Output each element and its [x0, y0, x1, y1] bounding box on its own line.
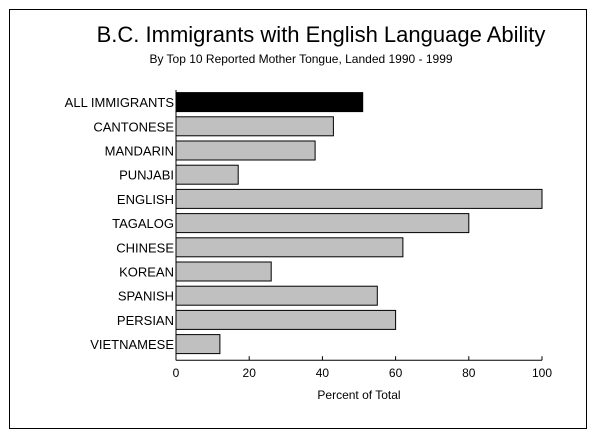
category-labels: ALL IMMIGRANTS CANTONESE MANDARIN PUNJABI EN… — [65, 95, 175, 352]
bar-punjabi — [176, 165, 238, 184]
bar-chinese — [176, 238, 403, 257]
x-axis-label: Percent of Total — [317, 388, 400, 402]
x-tick-label-80: 80 — [462, 366, 476, 380]
bars-group — [176, 93, 542, 354]
bar-korean — [176, 262, 271, 281]
category-label-cantonese: CANTONESE — [93, 119, 174, 134]
bar-spanish — [176, 286, 377, 305]
category-label-spanish: SPANISH — [118, 289, 174, 304]
bar-persian — [176, 310, 396, 329]
category-label-mandarin: MANDARIN — [105, 144, 174, 159]
bar-mandarin — [176, 141, 315, 160]
x-tick-label-40: 40 — [316, 366, 330, 380]
bar-tagalog — [176, 214, 469, 233]
category-label-english: ENGLISH — [117, 192, 174, 207]
category-label-punjabi: PUNJABI — [119, 168, 174, 183]
bar-vietnamese — [176, 335, 220, 354]
x-tick-label-20: 20 — [243, 366, 257, 380]
category-label-all-immigrants: ALL IMMIGRANTS — [65, 95, 175, 110]
category-label-tagalog: TAGALOG — [112, 216, 174, 231]
category-label-korean: KOREAN — [119, 265, 174, 280]
bar-cantonese — [176, 117, 333, 136]
category-label-chinese: CHINESE — [116, 240, 174, 255]
bar-english — [176, 189, 542, 208]
bar-chart: ALL IMMIGRANTS CANTONESE MANDARIN PUNJABI EN… — [0, 0, 592, 407]
category-label-persian: PERSIAN — [117, 313, 174, 328]
x-tick-label-100: 100 — [532, 366, 552, 380]
category-label-vietnamese: VIETNAMESE — [90, 337, 174, 352]
x-tick-label-0: 0 — [173, 366, 180, 380]
x-tick-label-60: 60 — [389, 366, 403, 380]
bar-all-immigrants — [176, 93, 363, 112]
